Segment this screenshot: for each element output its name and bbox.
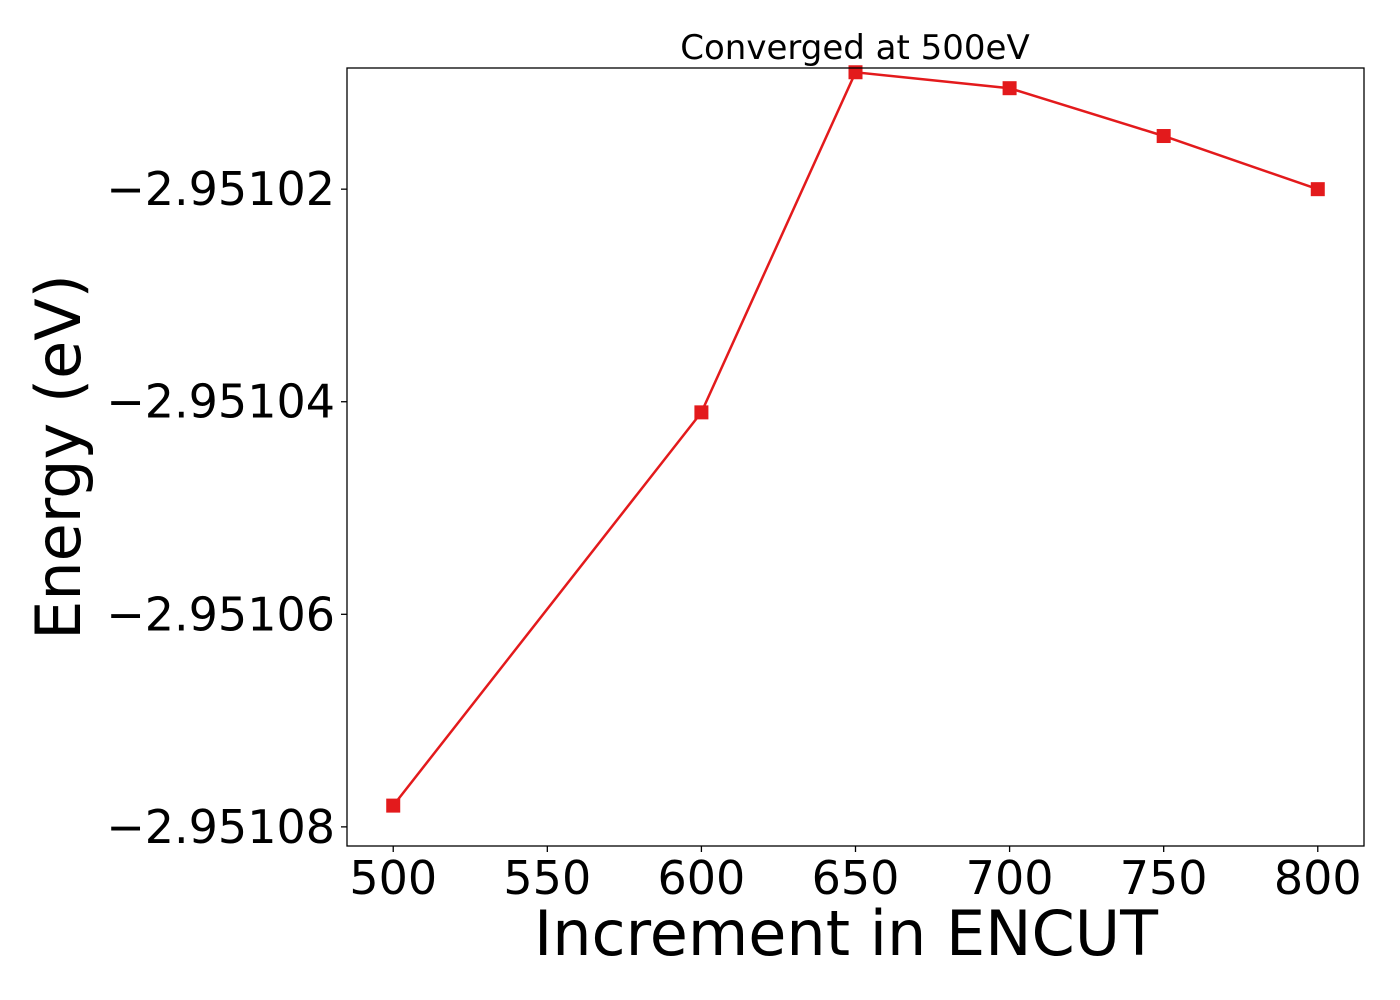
y-axis-title: Energy (eV) <box>22 274 95 640</box>
series-line <box>392 70 1319 807</box>
x-tick-label: 750 <box>1120 851 1208 905</box>
data-point-marker <box>1002 81 1017 96</box>
chart-title: Converged at 500eV <box>680 28 1029 68</box>
plot-frame <box>346 67 1365 847</box>
data-point-marker <box>386 798 401 813</box>
y-tick-label: −2.95108 <box>106 800 335 854</box>
x-tick-label: 500 <box>349 851 437 905</box>
x-tick-label: 800 <box>1274 851 1362 905</box>
x-axis-title: Increment in ENCUT <box>534 897 1159 970</box>
x-tick-label: 550 <box>503 851 591 905</box>
y-axis: −2.95108 −2.95106 −2.95104 −2.95102 −2.95100 <box>106 0 347 854</box>
x-axis: 500 550 600 650 700 750 800 <box>349 846 1362 905</box>
data-point-marker <box>1310 182 1325 197</box>
y-tick-label: −2.95102 <box>106 162 335 216</box>
plot-marks <box>386 65 1325 813</box>
y-tick-label: −2.95104 <box>106 375 335 429</box>
y-tick-label: −2.95100 <box>106 0 335 4</box>
x-tick-label: 700 <box>966 851 1054 905</box>
x-tick-label: 600 <box>658 851 746 905</box>
data-point-marker <box>1156 129 1171 144</box>
x-tick-label: 650 <box>812 851 900 905</box>
data-point-marker <box>694 405 709 420</box>
data-point-marker <box>848 65 863 80</box>
y-tick-label: −2.95106 <box>106 587 335 641</box>
